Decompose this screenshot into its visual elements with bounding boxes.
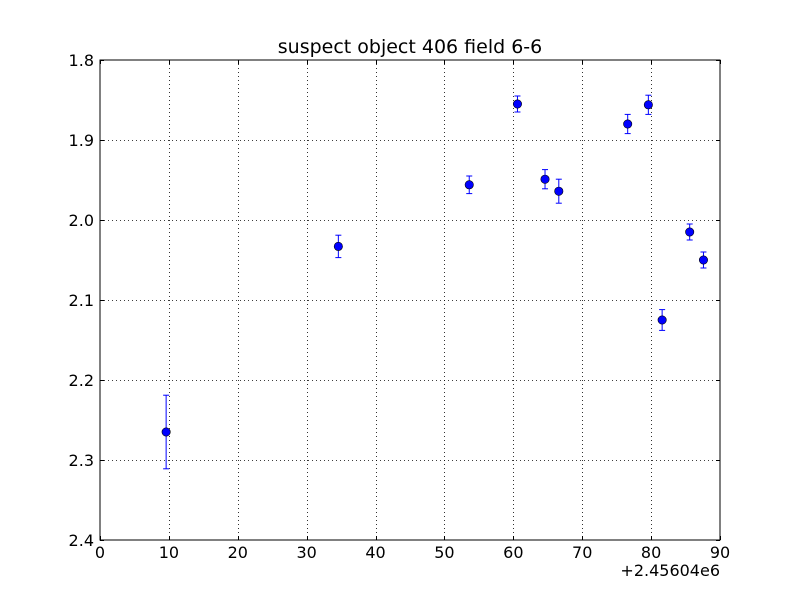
x-tick-label: 30 <box>296 543 316 562</box>
x-tick-label: 50 <box>434 543 454 562</box>
data-point <box>161 427 171 437</box>
data-point <box>643 100 653 110</box>
x-tick-label: 0 <box>95 543 105 562</box>
x-tick-label: 10 <box>159 543 179 562</box>
axis-ticks: 0 10 20 30 40 50 60 70 80 90 1.8 1.9 2.0 2.1 2.2 2.3 2.4 <box>69 51 731 562</box>
y-tick-label: 2.4 <box>69 531 94 550</box>
plot-area <box>100 60 720 540</box>
x-tick-label: 40 <box>365 543 385 562</box>
grid <box>100 60 720 540</box>
y-tick-label: 1.8 <box>69 51 94 70</box>
x-tick-label: 60 <box>503 543 523 562</box>
y-tick-label: 2.1 <box>69 291 94 310</box>
data-point <box>540 174 550 184</box>
y-tick-label: 2.2 <box>69 371 94 390</box>
x-axis-offset-label: +2.45604e6 <box>620 561 720 580</box>
data-point <box>464 180 474 190</box>
data-point <box>554 186 564 196</box>
x-tick-label: 70 <box>572 543 592 562</box>
data-point <box>623 119 633 129</box>
data-point <box>685 227 695 237</box>
x-tick-label: 20 <box>228 543 248 562</box>
x-tick-label: 90 <box>710 543 730 562</box>
y-tick-label: 1.9 <box>69 131 94 150</box>
y-tick-label: 2.3 <box>69 451 94 470</box>
y-tick-label: 2.0 <box>69 211 94 230</box>
x-tick-label: 80 <box>641 543 661 562</box>
data-point <box>657 315 667 325</box>
data-points <box>161 99 708 437</box>
data-point <box>512 99 522 109</box>
chart-title: suspect object 406 field 6-6 <box>278 36 543 58</box>
data-point <box>698 255 708 265</box>
data-point <box>333 241 343 251</box>
